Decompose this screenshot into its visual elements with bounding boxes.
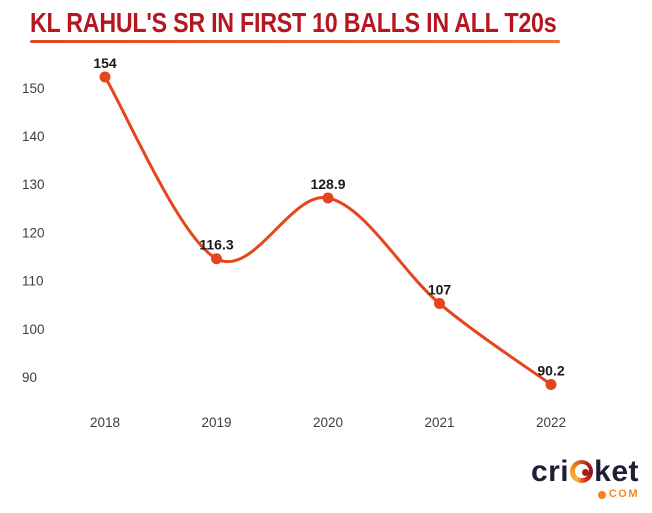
data-point-label: 116.3 xyxy=(199,237,233,253)
logo-wordmark: cri ket xyxy=(507,457,639,487)
y-tick-label: 110 xyxy=(22,274,44,289)
dot-icon xyxy=(597,490,606,499)
x-tick-label: 2019 xyxy=(201,415,231,430)
x-tick-label: 2021 xyxy=(424,415,454,430)
cricket-com-logo: cri ket COM xyxy=(507,457,639,500)
x-tick-label: 2018 xyxy=(90,415,120,430)
x-tick-label: 2020 xyxy=(313,415,343,430)
chart-title: KL RAHUL'S SR IN FIRST 10 BALLS IN ALL T… xyxy=(30,7,557,38)
data-point-label: 154 xyxy=(93,55,117,71)
logo-domain: COM xyxy=(507,489,639,500)
data-point-marker xyxy=(545,379,557,391)
logo-text-start: cri xyxy=(530,455,570,488)
series-line xyxy=(103,75,553,387)
data-point-marker xyxy=(211,253,222,265)
data-point-marker xyxy=(322,192,334,204)
y-tick-label: 130 xyxy=(22,177,45,192)
line-chart: 150 140 130 120 110 100 90 2018 2019 2020 2021 2022… xyxy=(22,55,566,430)
logo-tld: COM xyxy=(608,488,639,500)
y-tick-label: 120 xyxy=(22,225,45,240)
y-tick-label: 150 xyxy=(22,81,45,96)
y-tick-label: 90 xyxy=(22,370,37,385)
cricket-ball-icon xyxy=(570,459,594,483)
y-tick-label: 140 xyxy=(22,129,45,144)
title-underline xyxy=(30,40,560,43)
data-point-label: 128.9 xyxy=(310,176,345,192)
data-point-marker xyxy=(434,298,445,310)
logo-text-end: ket xyxy=(594,455,639,488)
x-tick-label: 2022 xyxy=(536,415,566,430)
data-point-label: 107 xyxy=(428,282,452,298)
data-point-marker xyxy=(99,71,111,83)
y-tick-label: 100 xyxy=(22,322,45,337)
data-point-label: 90.2 xyxy=(537,363,564,379)
